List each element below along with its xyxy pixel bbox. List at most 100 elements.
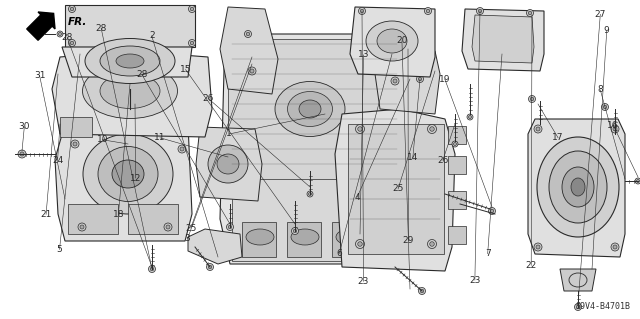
Circle shape xyxy=(454,143,456,145)
Circle shape xyxy=(604,105,607,109)
Circle shape xyxy=(613,127,617,131)
Text: 11: 11 xyxy=(154,133,166,142)
Circle shape xyxy=(227,224,234,231)
Circle shape xyxy=(576,305,580,309)
Circle shape xyxy=(478,9,482,13)
Ellipse shape xyxy=(116,54,144,68)
Polygon shape xyxy=(27,12,55,40)
Circle shape xyxy=(57,31,63,37)
Ellipse shape xyxy=(549,151,607,223)
Text: 18: 18 xyxy=(113,210,124,219)
Circle shape xyxy=(417,76,424,83)
Circle shape xyxy=(536,127,540,131)
Text: 14: 14 xyxy=(407,153,419,162)
Polygon shape xyxy=(472,15,534,63)
Ellipse shape xyxy=(336,229,364,245)
Polygon shape xyxy=(220,34,405,264)
Circle shape xyxy=(71,140,79,148)
Ellipse shape xyxy=(366,21,418,61)
Ellipse shape xyxy=(571,178,585,196)
Text: 26: 26 xyxy=(437,156,449,165)
Bar xyxy=(393,116,411,132)
Circle shape xyxy=(150,267,154,271)
Circle shape xyxy=(534,243,542,251)
Circle shape xyxy=(429,127,435,131)
Circle shape xyxy=(419,77,422,81)
Polygon shape xyxy=(528,119,625,257)
Text: 9: 9 xyxy=(604,26,609,35)
Ellipse shape xyxy=(562,167,594,207)
Circle shape xyxy=(358,127,362,131)
Text: 5: 5 xyxy=(57,245,62,254)
Ellipse shape xyxy=(275,81,345,137)
Circle shape xyxy=(80,225,84,229)
Circle shape xyxy=(180,147,184,151)
Text: 31: 31 xyxy=(34,71,45,80)
Text: 2: 2 xyxy=(149,31,154,40)
Circle shape xyxy=(393,79,397,83)
Circle shape xyxy=(73,142,77,146)
Circle shape xyxy=(360,9,364,13)
Circle shape xyxy=(189,5,195,12)
Bar xyxy=(68,204,118,234)
Circle shape xyxy=(358,8,365,14)
Circle shape xyxy=(611,243,619,251)
Polygon shape xyxy=(62,47,192,77)
Ellipse shape xyxy=(208,145,248,183)
Text: 4: 4 xyxy=(355,193,360,202)
Circle shape xyxy=(527,10,534,17)
Circle shape xyxy=(308,192,312,196)
Bar xyxy=(65,5,195,47)
Circle shape xyxy=(250,69,254,73)
Ellipse shape xyxy=(100,73,160,108)
Text: 25: 25 xyxy=(392,184,404,193)
Text: 28: 28 xyxy=(61,33,73,42)
Circle shape xyxy=(355,240,365,249)
Circle shape xyxy=(228,225,232,229)
Bar xyxy=(448,156,466,174)
Ellipse shape xyxy=(537,137,619,237)
Circle shape xyxy=(246,32,250,36)
Circle shape xyxy=(207,263,214,271)
Circle shape xyxy=(190,41,194,45)
Polygon shape xyxy=(462,9,544,71)
Text: 13: 13 xyxy=(358,50,369,59)
Text: 23: 23 xyxy=(469,276,481,285)
Bar xyxy=(242,222,276,257)
Polygon shape xyxy=(335,109,455,271)
Text: 21: 21 xyxy=(40,210,52,219)
Circle shape xyxy=(452,141,458,147)
Circle shape xyxy=(190,7,194,11)
Polygon shape xyxy=(188,229,242,264)
Circle shape xyxy=(307,191,313,197)
Text: 17: 17 xyxy=(552,133,564,142)
Polygon shape xyxy=(560,269,596,291)
Circle shape xyxy=(534,125,542,133)
Text: 24: 24 xyxy=(52,156,63,165)
Circle shape xyxy=(420,289,424,293)
Ellipse shape xyxy=(291,229,319,245)
Text: 16: 16 xyxy=(607,121,619,130)
Text: 26: 26 xyxy=(202,94,214,103)
Bar xyxy=(448,126,466,144)
Bar xyxy=(287,222,321,257)
Polygon shape xyxy=(196,127,262,201)
Text: 8: 8 xyxy=(598,85,603,94)
Circle shape xyxy=(602,103,609,110)
Polygon shape xyxy=(55,117,192,241)
Circle shape xyxy=(248,67,256,75)
Circle shape xyxy=(208,265,212,269)
Text: 25: 25 xyxy=(185,224,196,233)
Text: 29: 29 xyxy=(403,236,414,245)
Text: 20: 20 xyxy=(396,36,408,45)
Text: 30: 30 xyxy=(19,122,30,131)
Text: 12: 12 xyxy=(130,174,141,182)
Ellipse shape xyxy=(377,29,407,53)
Bar xyxy=(60,117,92,137)
Text: 28: 28 xyxy=(95,24,107,33)
Text: 10: 10 xyxy=(97,135,108,144)
Circle shape xyxy=(467,114,473,120)
Circle shape xyxy=(419,287,426,294)
Circle shape xyxy=(611,125,619,133)
Text: S9V4-B4701B: S9V4-B4701B xyxy=(575,302,630,311)
